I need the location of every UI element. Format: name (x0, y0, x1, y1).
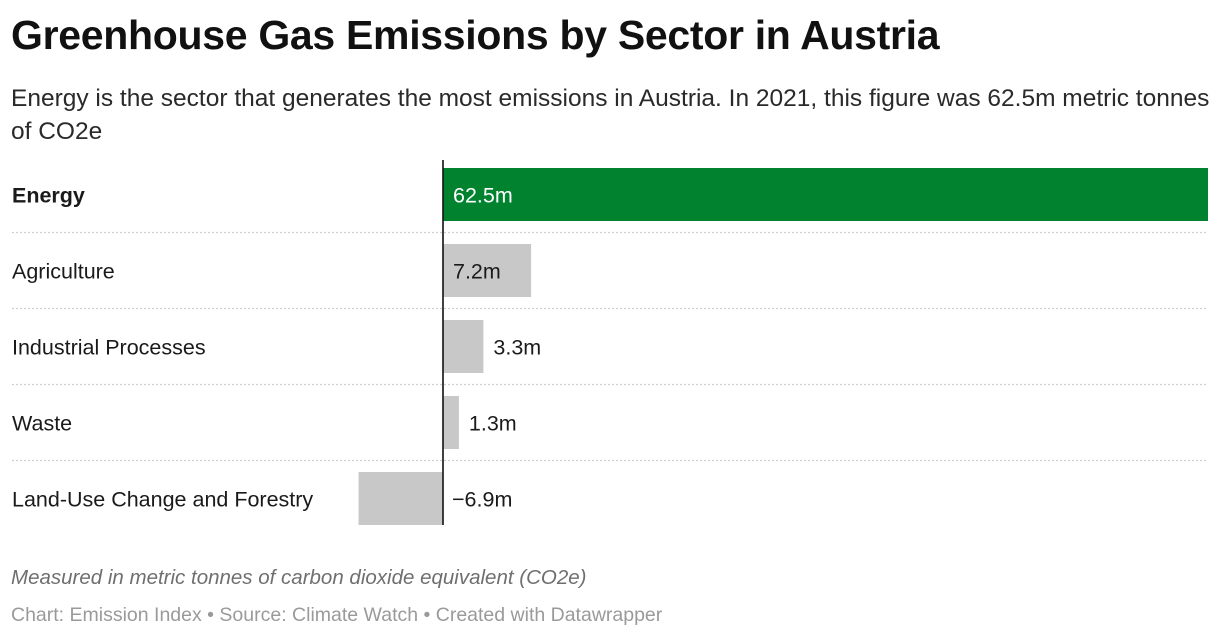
bar (443, 396, 459, 449)
source-credits: Chart: Emission Index • Source: Climate … (11, 604, 663, 626)
value-label: 7.2m (453, 260, 501, 284)
category-label: Energy (12, 184, 85, 208)
chart-title: Greenhouse Gas Emissions by Sector in Au… (11, 12, 940, 58)
bar (443, 244, 532, 297)
bar (358, 472, 443, 525)
value-label: 3.3m (493, 336, 541, 360)
category-label: Land-Use Change and Forestry (12, 488, 313, 512)
value-label: −6.9m (452, 488, 512, 512)
category-label: Industrial Processes (12, 336, 206, 360)
bar-chart-svg: Energy 62.5m Agriculture 7.2m Industrial Pro… (12, 160, 1208, 525)
value-label: 1.3m (469, 412, 517, 436)
category-label: Agriculture (12, 260, 115, 284)
category-label: Waste (12, 412, 72, 436)
bar (443, 168, 1208, 221)
measurement-note: Measured in metric tonnes of carbon diox… (11, 566, 587, 589)
value-label: 62.5m (453, 184, 513, 208)
chart-subtitle: Energy is the sector that generates the … (11, 85, 1210, 145)
bar (443, 320, 484, 373)
bar-chart: Energy 62.5m Agriculture 7.2m Industrial Pro… (0, 160, 1220, 540)
